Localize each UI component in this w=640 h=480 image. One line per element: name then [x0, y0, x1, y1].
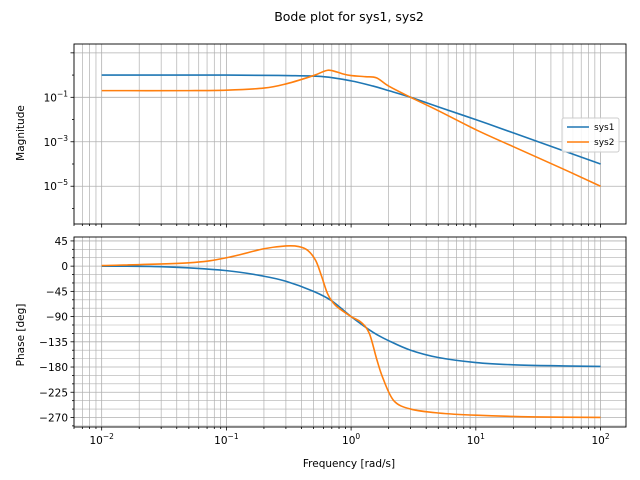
phase-ytick-label: −270 [39, 412, 68, 424]
phase-xtick-label: 102 [591, 432, 609, 447]
phase-xtick-base: 10 [467, 435, 480, 447]
phase-ytick-label: 45 [55, 236, 68, 248]
phase-xtick-label: 10−2 [89, 432, 114, 447]
phase-frame [73, 236, 627, 428]
phase-series-sys1 [101, 265, 601, 368]
mag-ytick-exp: −3 [57, 134, 68, 143]
phase-xtick-base: 10 [342, 435, 355, 447]
mag-frame [73, 43, 627, 225]
mag-ytick-base: 10 [44, 137, 57, 149]
mag-ytick-label: 10−5 [44, 178, 69, 193]
mag-ytick-exp: −5 [57, 178, 68, 187]
mag-series-sys1 [101, 74, 601, 165]
phase-xtick-label: 100 [342, 432, 360, 447]
legend-label-sys2: sys2 [594, 138, 614, 148]
legend-label-sys1: sys1 [594, 123, 614, 133]
phase-xtick-base: 10 [214, 435, 227, 447]
legend: sys1 sys2 [561, 117, 620, 153]
phase-xtick-label: 10−1 [214, 432, 239, 447]
phase-xtick-exp: 2 [605, 432, 610, 441]
chart-title: Bode plot for sys1, sys2 [274, 9, 424, 24]
mag-series-sys2 [101, 69, 601, 187]
phase-series-sys2 [101, 244, 601, 419]
phase-xtick-base: 10 [89, 435, 102, 447]
phase-xtick-base: 10 [591, 435, 604, 447]
mag-curves [101, 69, 601, 187]
mag-ytick-exp: −1 [57, 89, 68, 98]
phase-xtick-exp: 1 [480, 432, 485, 441]
phase-xtick-exp: −1 [228, 432, 239, 441]
phase-curves [101, 244, 601, 419]
phase-ytick-label: −225 [39, 387, 68, 399]
phase-ytick-label: −135 [39, 337, 68, 349]
magnitude-panel: 10−110−310−5 [44, 43, 627, 228]
x-axis-label: Frequency [rad/s] [303, 458, 395, 470]
phase-axis-label: Phase [deg] [15, 304, 27, 367]
phase-ytick-label: −180 [39, 362, 68, 374]
phase-ytick-label: −90 [46, 312, 68, 324]
phase-ytick-label: −45 [46, 286, 68, 298]
phase-xtick-exp: 0 [355, 432, 360, 441]
phase-xtick-exp: −2 [103, 432, 114, 441]
mag-ytick-label: 10−1 [44, 89, 69, 104]
mag-ytick-label: 10−3 [44, 134, 69, 149]
mag-ytick-base: 10 [44, 181, 57, 193]
mag-ytick-base: 10 [44, 92, 57, 104]
magnitude-axis-label: Magnitude [15, 105, 27, 161]
phase-xtick-label: 101 [467, 432, 485, 447]
phase-ytick-label: 0 [61, 261, 68, 273]
